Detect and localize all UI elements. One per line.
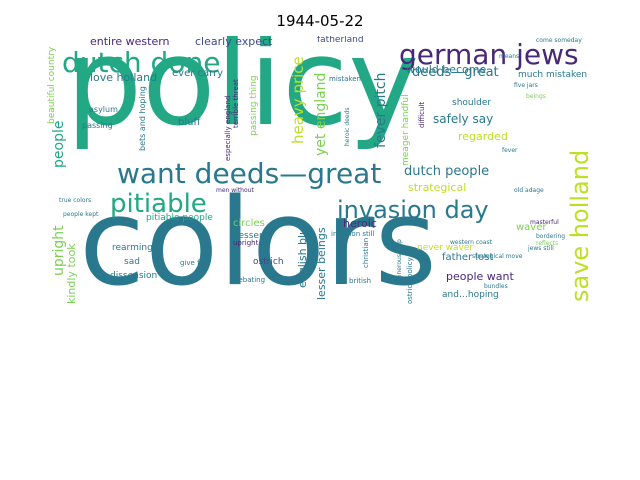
cloud-word: clearly expect [195,36,273,48]
cloud-word: rearming [112,243,153,253]
cloud-word: difficult [418,101,426,128]
cloud-word: circles [233,218,265,229]
cloud-word: pitiable [110,189,207,219]
cloud-word: waver [516,222,547,233]
cloud-word: invasion day [337,196,489,224]
cloud-word: ostrich [253,257,284,267]
cloud-word: lesser beings [315,227,328,300]
cloud-word: passing thing [249,75,259,136]
cloud-word: meager handful [401,94,411,166]
cloud-word: masterful [530,219,559,226]
cloud-word: old adage [514,187,544,194]
cloud-word: regarded [458,130,508,143]
cloud-word: bluff [178,117,201,128]
cloud-word: yet england [313,72,329,156]
cloud-word: shoulder [452,98,492,108]
cloud-word: five jars [514,82,538,89]
cloud-word: dissension [110,271,158,281]
cloud-word: english bluff [296,220,309,288]
cloud-word: safely say [433,112,494,126]
cloud-word: men without [216,187,254,194]
cloud-word: dutch done [62,46,221,79]
cloud-word: save holland [566,149,594,302]
cloud-word: debating [234,276,266,284]
cloud-word: policy [66,36,420,153]
cloud-word: sad [124,257,140,267]
cloud-word: western coast [450,239,492,246]
cloud-word: pitiable people [146,213,213,223]
figure-title: 1944-05-22 [276,12,364,30]
cloud-word: people want [446,270,514,283]
cloud-word: jews still [528,245,554,252]
cloud-word: father lost [442,252,494,263]
cloud-word: upright [233,239,259,247]
cloud-word: upright [51,225,67,276]
cloud-word: strategical [408,181,467,194]
cloud-word: heavy price [289,56,307,144]
cloud-word: invasion still [331,230,375,238]
cloud-word: come someday [536,37,582,44]
cloud-word: give five [180,259,210,267]
cloud-word: beautiful country [47,46,57,124]
cloud-word: and…hoping [442,290,499,300]
cloud-word: heroic [343,217,377,230]
cloud-word: strategical move [472,253,523,260]
cloud-word: ostrich policy [406,257,414,304]
cloud-word: fever [502,147,518,154]
cloud-word: much mistaken [518,70,588,80]
cloud-word: bundles [484,283,508,290]
cloud-word: heroic deeds [344,107,351,147]
cloud-word: german jews [399,38,579,71]
cloud-word: bets and hoping [138,86,147,151]
cloud-word: asylum [89,105,118,114]
cloud-word: passing [82,121,113,130]
cloud-word: british [349,277,372,285]
cloud-word: never waver [417,243,474,253]
cloud-word: reflects [536,240,559,247]
cloud-word: mistaken [329,75,361,83]
word-cloud: policy colors want deeds—great dutch done ge… [44,36,596,308]
cloud-word: colors [79,174,438,308]
cloud-word: means [499,53,520,60]
cloud-word: deeds—great [412,65,499,80]
cloud-word: beings [526,93,546,100]
cloud-word: dutch people [404,164,490,179]
cloud-word: people [51,120,67,168]
cloud-word: ever carry [172,68,224,79]
cloud-word: generous help [396,239,403,282]
cloud-word: bordering [536,233,566,240]
cloud-word: especially england [224,95,232,161]
cloud-word: people kept [63,211,99,218]
cloud-word: lesser [236,231,263,241]
cloud-word: kindly took [65,243,78,304]
cloud-word: would become [406,63,487,76]
cloud-word: terrible threat [232,79,240,128]
cloud-word: love holland [90,71,158,84]
cloud-word: fatherland [317,36,364,45]
cloud-word: fever pitch [373,72,389,148]
cloud-word: christian [362,237,370,268]
cloud-word: want deeds—great [117,157,382,190]
cloud-word: true colors [59,197,92,204]
cloud-word: entire western [90,36,170,48]
